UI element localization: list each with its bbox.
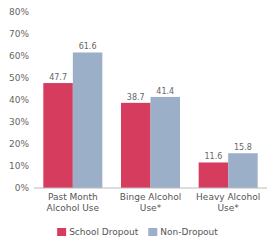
y-tick-label: 60% bbox=[9, 51, 29, 61]
data-label: 41.4 bbox=[156, 87, 174, 96]
bar bbox=[199, 162, 229, 188]
data-label: 15.8 bbox=[234, 143, 252, 152]
legend: School Dropout Non-Dropout bbox=[57, 227, 218, 237]
data-label: 11.6 bbox=[205, 152, 223, 161]
legend-item: Non-Dropout bbox=[148, 227, 218, 237]
y-tick-label: 10% bbox=[9, 161, 29, 171]
data-label: 47.7 bbox=[49, 73, 67, 82]
y-tick-label: 40% bbox=[9, 95, 29, 105]
chart-container: 0% 10% 20% 30% 40% 50% 60% 70% 80% 47.7 38.7 11.6 61… bbox=[0, 0, 275, 242]
bar bbox=[121, 103, 151, 188]
y-tick-label: 20% bbox=[9, 139, 29, 149]
x-tick-label-line: Alcohol Use bbox=[47, 203, 100, 213]
legend-label: Non-Dropout bbox=[160, 227, 218, 237]
data-label: 38.7 bbox=[127, 93, 145, 102]
y-tick-label: 80% bbox=[9, 7, 29, 17]
bars bbox=[43, 52, 257, 188]
y-tick-label: 0% bbox=[15, 183, 30, 193]
data-label: 61.6 bbox=[79, 42, 97, 51]
bar bbox=[43, 83, 73, 188]
x-tick-label: Binge AlcoholUse* bbox=[120, 192, 181, 213]
x-axis-line bbox=[34, 188, 267, 189]
x-tick-label-line: Past Month bbox=[48, 192, 98, 202]
x-tick-label-line: Use* bbox=[140, 203, 162, 213]
data-labels: 47.7 38.7 11.6 61.6 41.4 15.8 bbox=[49, 42, 252, 161]
x-tick-label: Past MonthAlcohol Use bbox=[47, 192, 100, 213]
legend-swatch bbox=[148, 228, 157, 236]
bar bbox=[151, 97, 181, 188]
legend-label: School Dropout bbox=[69, 227, 139, 237]
legend-item: School Dropout bbox=[57, 227, 139, 237]
page: {"chart_data": {"type": "bar", "categori… bbox=[0, 0, 275, 242]
x-tick-label-line: Use* bbox=[218, 203, 240, 213]
y-axis: 0% 10% 20% 30% 40% 50% 60% 70% 80% bbox=[9, 7, 29, 193]
legend-swatch bbox=[57, 228, 66, 236]
x-tick-label-line: Binge Alcohol bbox=[120, 192, 181, 202]
y-tick-label: 30% bbox=[9, 117, 29, 127]
y-tick-label: 50% bbox=[9, 73, 29, 83]
x-tick-label-line: Heavy Alcohol bbox=[196, 192, 260, 202]
x-tick-label: Heavy AlcoholUse* bbox=[196, 192, 260, 213]
x-axis: Past MonthAlcohol UseBinge AlcoholUse*He… bbox=[47, 192, 261, 213]
chart: 0% 10% 20% 30% 40% 50% 60% 70% 80% 47.7 38.7 11.6 61… bbox=[0, 0, 275, 242]
y-tick-label: 70% bbox=[9, 29, 29, 39]
bar bbox=[73, 52, 103, 188]
bar bbox=[228, 153, 258, 188]
